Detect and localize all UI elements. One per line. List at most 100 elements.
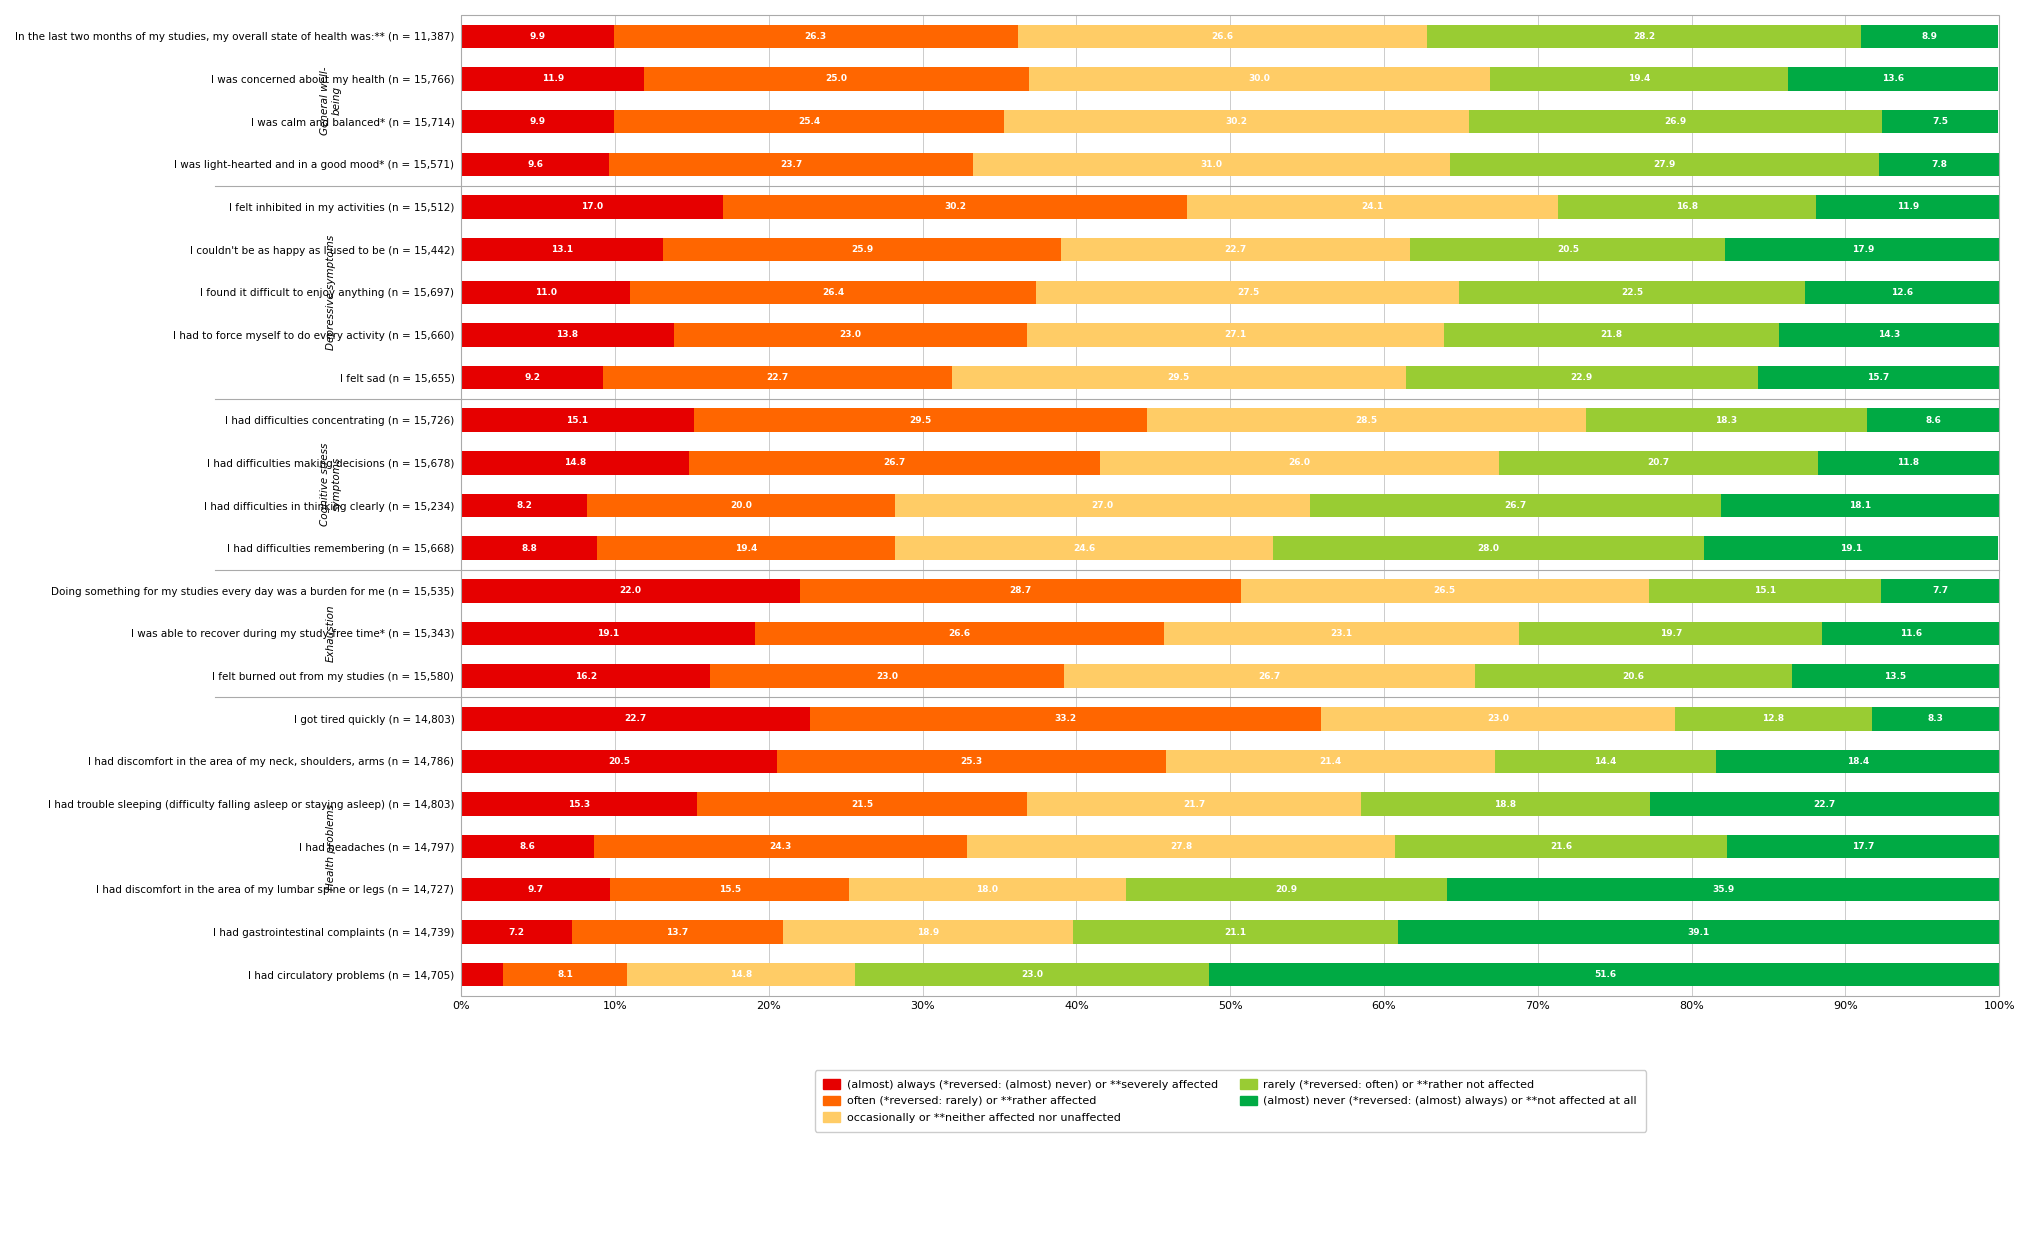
Text: 18.3: 18.3	[1715, 415, 1738, 424]
Text: 23.0: 23.0	[838, 330, 861, 340]
Text: Exhaustion: Exhaustion	[325, 604, 335, 662]
Text: 18.4: 18.4	[1847, 757, 1870, 765]
Text: 9.6: 9.6	[528, 160, 544, 169]
Bar	[1758, 366, 2000, 389]
Text: 14.4: 14.4	[1594, 757, 1616, 765]
Text: 7.7: 7.7	[1933, 587, 1949, 596]
Text: 21.1: 21.1	[1224, 928, 1246, 937]
Text: 8.6: 8.6	[520, 842, 536, 851]
Bar	[1817, 195, 2000, 219]
Bar	[755, 622, 1163, 645]
Text: 7.8: 7.8	[1931, 160, 1947, 169]
Text: 15.3: 15.3	[568, 799, 591, 808]
Bar	[1868, 408, 2000, 432]
Text: 27.8: 27.8	[1169, 842, 1192, 851]
Bar	[1490, 67, 1788, 91]
Text: 22.0: 22.0	[619, 587, 641, 596]
Bar	[1163, 622, 1518, 645]
Bar	[503, 963, 627, 987]
Text: 30.0: 30.0	[1248, 74, 1271, 83]
Bar	[461, 792, 696, 816]
Text: 13.7: 13.7	[666, 928, 688, 937]
Bar	[1778, 324, 2000, 346]
Bar	[1411, 238, 1726, 262]
Text: 12.6: 12.6	[1892, 288, 1914, 297]
Text: 27.0: 27.0	[1092, 501, 1114, 510]
Text: 12.8: 12.8	[1762, 714, 1784, 724]
Text: Depressive symptoms: Depressive symptoms	[325, 234, 335, 350]
Bar	[1728, 835, 2000, 859]
Text: 29.5: 29.5	[909, 415, 932, 424]
Text: 9.7: 9.7	[528, 885, 544, 894]
Text: 26.7: 26.7	[883, 458, 905, 467]
Text: 15.5: 15.5	[719, 885, 741, 894]
Bar	[1474, 665, 1792, 687]
Bar	[1648, 579, 1880, 603]
Text: 21.6: 21.6	[1549, 842, 1571, 851]
Bar	[1494, 749, 1715, 773]
Text: 26.3: 26.3	[804, 31, 826, 40]
Bar	[1675, 708, 1872, 730]
Bar	[1405, 366, 1758, 389]
Text: 13.8: 13.8	[556, 330, 579, 340]
Text: 24.1: 24.1	[1362, 203, 1384, 212]
Text: 20.5: 20.5	[607, 757, 629, 765]
Text: 13.1: 13.1	[550, 246, 572, 254]
Text: 11.0: 11.0	[534, 288, 556, 297]
Bar	[1240, 579, 1648, 603]
Text: 30.2: 30.2	[1226, 117, 1246, 126]
Bar	[1027, 792, 1360, 816]
Bar	[1127, 878, 1447, 901]
Bar	[1062, 238, 1411, 262]
Bar	[461, 579, 800, 603]
Bar	[1880, 152, 2000, 176]
Bar	[1443, 324, 1778, 346]
Text: 16.2: 16.2	[574, 671, 597, 681]
Bar	[593, 835, 966, 859]
Bar	[895, 536, 1273, 560]
Text: 20.7: 20.7	[1648, 458, 1669, 467]
Bar	[952, 366, 1405, 389]
Bar	[631, 281, 1037, 303]
Bar	[1715, 749, 2000, 773]
Text: General well-
being: General well- being	[321, 65, 341, 135]
Text: 7.5: 7.5	[1933, 117, 1949, 126]
Bar	[1817, 451, 2000, 475]
Bar	[461, 324, 674, 346]
Text: 15.1: 15.1	[566, 415, 589, 424]
Bar	[627, 963, 855, 987]
Bar	[1726, 238, 2002, 262]
Text: 20.0: 20.0	[731, 501, 753, 510]
Bar	[572, 920, 784, 944]
Text: 23.0: 23.0	[1486, 714, 1508, 724]
Text: 22.5: 22.5	[1622, 288, 1644, 297]
Bar	[895, 494, 1309, 517]
Bar	[1703, 536, 1998, 560]
Bar	[810, 708, 1322, 730]
Bar	[461, 665, 710, 687]
Text: 22.9: 22.9	[1571, 373, 1594, 381]
Bar	[1309, 494, 1721, 517]
Text: 14.8: 14.8	[731, 971, 753, 980]
Bar	[461, 835, 593, 859]
Bar	[461, 238, 662, 262]
Text: 25.3: 25.3	[960, 757, 983, 765]
Text: 14.3: 14.3	[1878, 330, 1900, 340]
Text: 26.7: 26.7	[1259, 671, 1281, 681]
Text: 16.8: 16.8	[1677, 203, 1697, 212]
Bar	[461, 920, 572, 944]
Text: 9.9: 9.9	[530, 117, 546, 126]
Bar	[1360, 792, 1650, 816]
Text: 13.5: 13.5	[1884, 671, 1906, 681]
Bar	[674, 324, 1027, 346]
Bar	[1650, 792, 2000, 816]
Bar	[1518, 622, 1823, 645]
Text: 24.3: 24.3	[769, 842, 792, 851]
Text: 11.8: 11.8	[1898, 458, 1920, 467]
Text: 18.1: 18.1	[1849, 501, 1872, 510]
Text: 21.4: 21.4	[1320, 757, 1342, 765]
Bar	[461, 152, 609, 176]
Bar	[1460, 281, 1805, 303]
Bar	[1427, 25, 1862, 48]
Text: 17.0: 17.0	[581, 203, 603, 212]
